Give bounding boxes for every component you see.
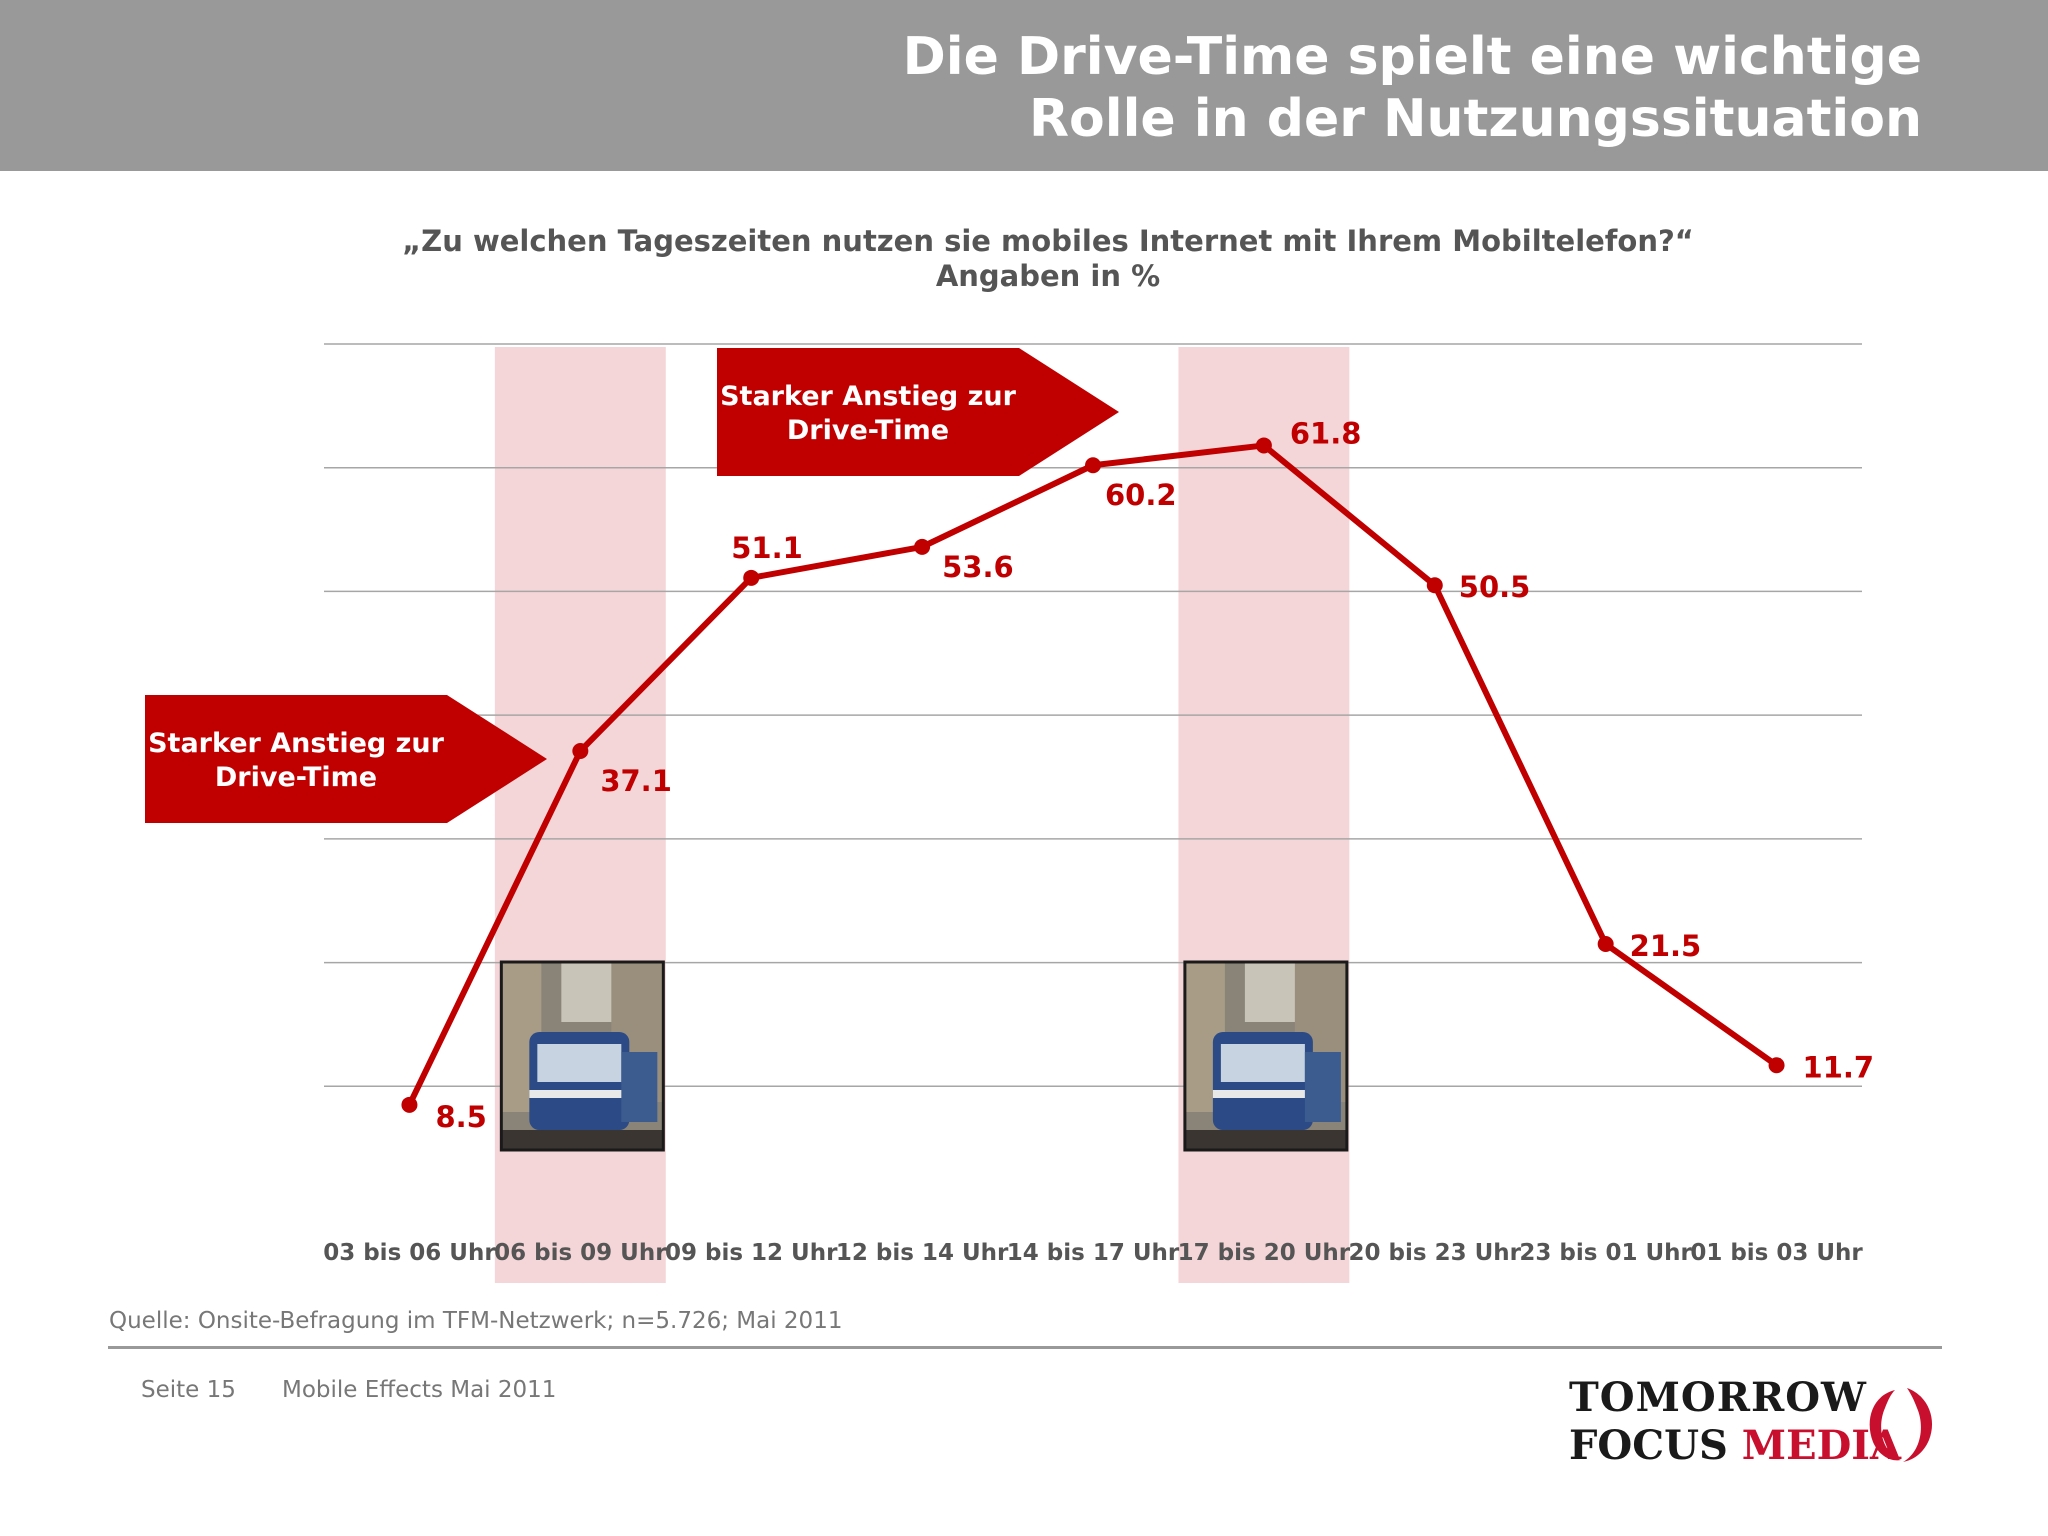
callout-morning-arrow — [145, 695, 547, 823]
data-label: 37.1 — [600, 764, 672, 798]
page-number: Seite 15 — [141, 1377, 236, 1403]
deck-name: Mobile Effects Mai 2011 — [282, 1377, 557, 1403]
x-tick-label: 06 bis 09 Uhr — [494, 1240, 667, 1266]
chart-heading: „Zu welchen Tageszeiten nutzen sie mobil… — [248, 224, 1848, 294]
slide-title-line2: Rolle in der Nutzungssituation — [1028, 89, 1922, 149]
data-point — [1768, 1057, 1785, 1074]
data-point — [914, 538, 931, 555]
data-label: 60.2 — [1105, 478, 1177, 512]
x-tick-label: 12 bis 14 Uhr — [836, 1240, 1009, 1266]
slide-title: Die Drive-Time spielt eine wichtige Roll… — [422, 26, 1922, 150]
callout-evening-text: Drive-Time — [787, 415, 949, 446]
x-tick-label: 01 bis 03 Uhr — [1690, 1240, 1863, 1266]
data-point — [1597, 936, 1614, 953]
tram-photo — [1183, 960, 1349, 1152]
logo-line2: FOCUS MEDIA — [1569, 1422, 1901, 1469]
x-tick-label: 09 bis 12 Uhr — [665, 1240, 838, 1266]
data-point — [401, 1096, 418, 1113]
data-label: 8.5 — [435, 1100, 486, 1134]
data-point — [1426, 577, 1443, 594]
data-point — [1255, 437, 1272, 454]
data-point — [743, 569, 760, 586]
callout-evening-arrow — [717, 348, 1119, 476]
callout-morning-text: Drive-Time — [215, 762, 377, 793]
source-note: Quelle: Onsite-Befragung im TFM-Netzwerk… — [109, 1308, 843, 1334]
x-tick-label: 14 bis 17 Uhr — [1007, 1240, 1180, 1266]
footer-divider — [108, 1346, 1942, 1349]
logo-focus: FOCUS — [1569, 1422, 1728, 1469]
data-label: 11.7 — [1803, 1050, 1875, 1084]
chart-question: „Zu welchen Tageszeiten nutzen sie mobil… — [402, 224, 1694, 258]
logo-ring-icon — [1869, 1388, 1933, 1462]
data-label: 53.6 — [942, 550, 1014, 584]
data-point — [572, 743, 589, 760]
callout-morning-text: Starker Anstieg zur — [148, 728, 444, 759]
x-tick-label: 03 bis 06 Uhr — [323, 1240, 496, 1266]
x-tick-label: 17 bis 20 Uhr — [1178, 1240, 1351, 1266]
data-label: 61.8 — [1290, 416, 1362, 450]
data-point — [1085, 457, 1101, 474]
x-tick-label: 20 bis 23 Uhr — [1349, 1240, 1522, 1266]
company-logo: TOMORROW FOCUS MEDIA — [1565, 1374, 1945, 1474]
x-tick-label: 23 bis 01 Uhr — [1519, 1240, 1692, 1266]
header-bar: Die Drive-Time spielt eine wichtige Roll… — [0, 0, 2048, 171]
logo-line1: TOMORROW — [1569, 1374, 1867, 1421]
data-label: 50.5 — [1459, 570, 1531, 604]
data-label: 51.1 — [731, 531, 803, 565]
data-label: 21.5 — [1630, 929, 1702, 963]
chart-unit-note: Angaben in % — [935, 259, 1161, 293]
slide-title-line1: Die Drive-Time spielt eine wichtige — [902, 27, 1922, 87]
callout-evening-text: Starker Anstieg zur — [720, 381, 1016, 412]
tram-photo — [499, 960, 665, 1152]
